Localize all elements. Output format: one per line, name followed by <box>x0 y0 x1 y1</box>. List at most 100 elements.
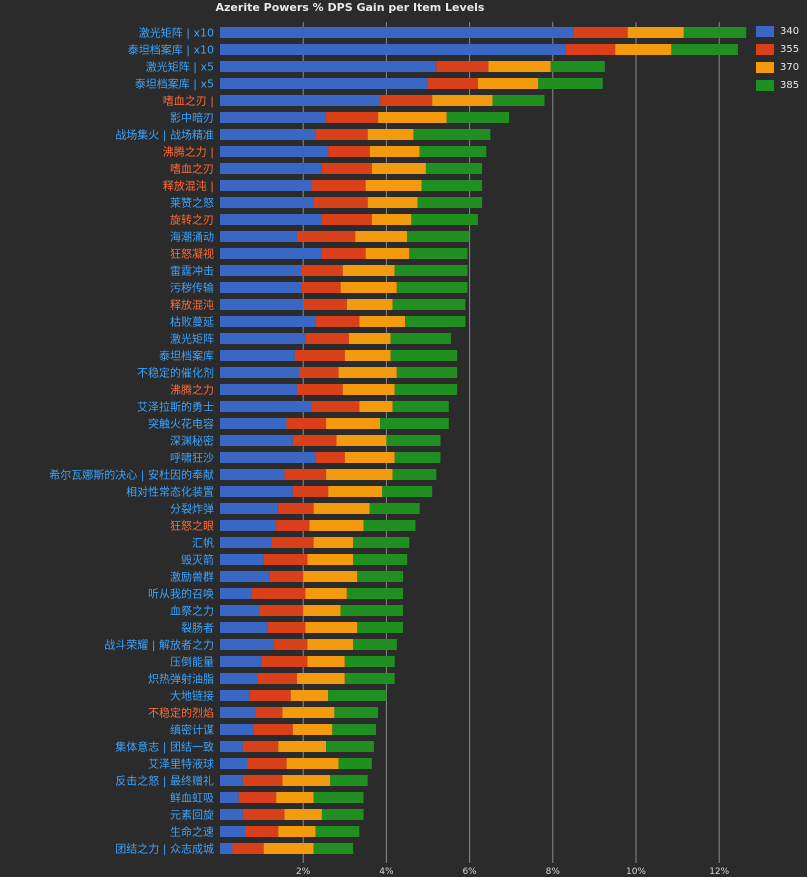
category-label: 沸腾之力 | <box>163 145 214 159</box>
bar-segment <box>307 656 345 667</box>
bar-segment <box>309 520 364 531</box>
bar-segment <box>394 265 468 276</box>
legend-label: 370 <box>780 61 800 73</box>
bar-segment <box>220 707 256 718</box>
category-label: 艾泽拉斯的勇士 <box>137 400 214 414</box>
bar-segment <box>284 809 322 820</box>
bar-segment <box>284 469 327 480</box>
bar-segment <box>307 554 354 565</box>
bar-segment <box>340 605 404 616</box>
bar-segment <box>259 605 304 616</box>
bar-segment <box>334 707 379 718</box>
bar-segment <box>296 673 345 684</box>
bar-segment <box>313 503 370 514</box>
bar-segment <box>276 520 310 531</box>
bar-segment <box>359 401 393 412</box>
category-label: 激励兽群 <box>170 570 214 584</box>
bar-segment <box>220 571 270 582</box>
category-label: 释放混沌 <box>170 298 214 312</box>
bar-segment <box>342 384 395 395</box>
category-label: 枯败蔓延 <box>170 315 214 329</box>
category-label: 听从我的召唤 <box>148 587 214 601</box>
bar-segment <box>296 384 343 395</box>
x-tick-label: 8% <box>546 867 561 877</box>
bar-segment <box>683 27 747 38</box>
bar-segment <box>417 197 483 208</box>
bar-segment <box>411 214 478 225</box>
category-label: 分裂炸弹 <box>170 502 214 516</box>
bar-segment <box>315 826 360 837</box>
bar-segment <box>220 44 566 55</box>
bar-segment <box>242 741 279 752</box>
bar-segment <box>220 367 300 378</box>
bar-segment <box>220 826 245 837</box>
category-label: 呼啸狂沙 <box>170 452 214 465</box>
bar-segment <box>409 248 468 259</box>
bar-segment <box>220 180 312 191</box>
bar-segment <box>386 435 441 446</box>
bar-segment <box>220 282 302 293</box>
category-label: 战场集火 | 战场精准 <box>115 128 214 142</box>
bar-segment <box>263 843 314 854</box>
bar-segment <box>369 503 420 514</box>
category-label: 希尔瓦娜斯的决心 | 安杜因的奉献 <box>49 468 214 482</box>
bar-segment <box>251 588 306 599</box>
bar-segment <box>380 418 449 429</box>
bar-segment <box>365 180 422 191</box>
category-label: 嗜血之刃 <box>170 162 214 176</box>
bar-segment <box>392 401 449 412</box>
bar-segment <box>338 758 372 769</box>
category-label: 反击之怒 | 最终赠礼 <box>115 774 214 788</box>
bar-segment <box>342 265 395 276</box>
bar-segment <box>371 163 426 174</box>
bar-segment <box>357 622 404 633</box>
bar-segment <box>220 95 381 106</box>
bar-segment <box>269 571 304 582</box>
bar-segment <box>220 673 258 684</box>
bar-segment <box>357 571 404 582</box>
bar-segment <box>488 61 551 72</box>
category-label: 相对性常态化装置 <box>126 485 214 499</box>
bar-segment <box>290 690 329 701</box>
bar-segment <box>305 333 349 344</box>
bar-segment <box>220 146 329 157</box>
bar-segment <box>371 214 412 225</box>
bar-segment <box>326 112 379 123</box>
bar-segment <box>311 401 360 412</box>
category-label: 莱赞之怒 <box>170 196 214 210</box>
bar-segment <box>249 690 291 701</box>
bar-segment <box>394 452 441 463</box>
category-label: 释放混沌 | <box>163 179 214 193</box>
bar-segment <box>419 146 487 157</box>
bar-segment <box>369 146 420 157</box>
bar-segment <box>220 537 272 548</box>
bar-segment <box>220 452 316 463</box>
legend-item: 340 <box>756 22 799 40</box>
category-label: 激光矩阵 | x5 <box>146 60 214 74</box>
category-label: 突触火花电容 <box>148 417 214 431</box>
x-tick-label: 6% <box>462 867 477 877</box>
bar-segment <box>328 690 387 701</box>
bar-segment <box>220 197 314 208</box>
bar-segment <box>328 486 383 497</box>
bar-segment <box>276 792 314 803</box>
bar-segment <box>220 333 306 344</box>
bar-segment <box>220 163 322 174</box>
bar-segment <box>344 673 395 684</box>
bar-segment <box>220 588 252 599</box>
category-label: 团结之力 | 众志成城 <box>115 842 214 856</box>
category-label: 缜密计谋 <box>170 723 214 737</box>
bar-segment <box>220 809 243 820</box>
legend-item: 355 <box>756 40 799 58</box>
bar-segment <box>346 588 404 599</box>
category-label: 不稳定的烈焰 <box>148 706 214 720</box>
x-tick-label: 10% <box>626 867 646 877</box>
bar-segment <box>303 605 341 616</box>
bar-segment <box>220 486 293 497</box>
bar-segment <box>220 724 254 735</box>
bar-segment <box>220 520 277 531</box>
bar-segment <box>220 78 428 89</box>
bar-segment <box>315 452 345 463</box>
bar-segment <box>363 520 416 531</box>
legend-label: 385 <box>780 79 800 91</box>
